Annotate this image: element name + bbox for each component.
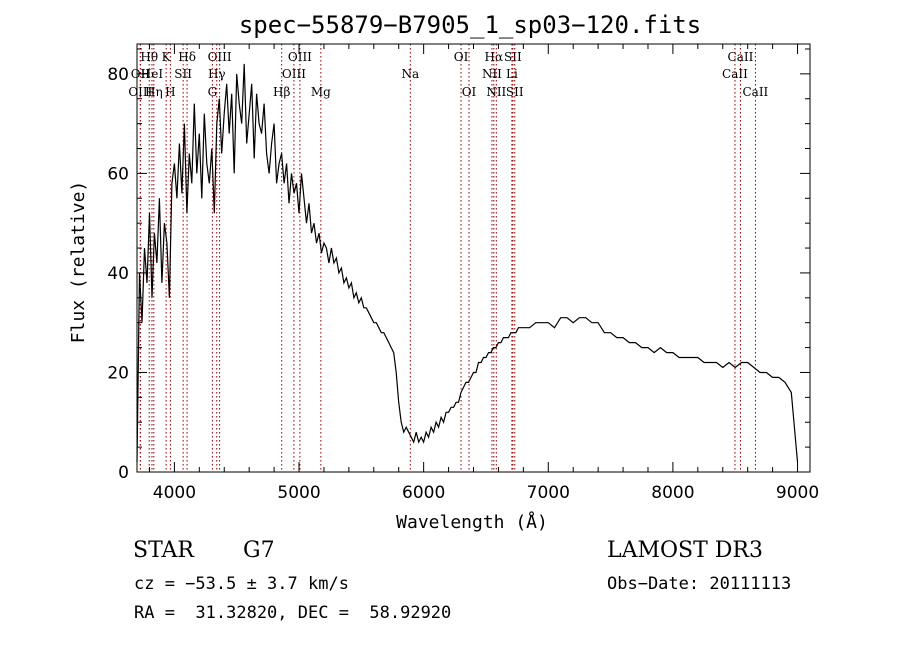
spectrum-line	[136, 63, 799, 463]
spectral-line-label: Hδ	[178, 50, 196, 64]
x-tick-label: 8000	[651, 483, 694, 503]
x-tick-label: 5000	[277, 483, 320, 503]
spectral-line-label: OIII	[288, 50, 312, 64]
y-tick-label: 20	[107, 363, 129, 383]
x-tick-label: 9000	[776, 483, 819, 503]
spectral-line-label: CaII	[722, 67, 748, 81]
y-tick-label: 60	[107, 164, 129, 184]
spectral-line-label: CaII	[742, 85, 768, 99]
spectral-line-label: SII	[504, 50, 522, 64]
coordinates: RA = 31.32820, DEC = 58.92920	[134, 603, 452, 623]
series-layer	[136, 63, 799, 463]
plot-frame	[136, 43, 811, 473]
spectral-lines-layer: HθOIIOIIIHeIHηKHSIIHδOIIIHγGHβOIIIOIIIMg…	[128, 44, 769, 472]
spectral-line-label: G	[208, 85, 218, 99]
spectral-line-label: SII	[174, 67, 192, 81]
spectral-line-label: Hα	[485, 50, 504, 64]
y-tick-label: 80	[107, 65, 129, 85]
spectral-line-label: SII	[506, 85, 524, 99]
spectral-line-label: NII	[482, 67, 502, 81]
spectral-line-label: OIII	[282, 67, 306, 81]
object-subclass: G7	[243, 538, 275, 563]
spectral-line-label: H	[165, 85, 175, 99]
y-axis-label: Flux (relative)	[68, 181, 89, 344]
spectral-line-label: OIII	[128, 85, 152, 99]
x-tick-label: 7000	[527, 483, 570, 503]
axes-layer: 4000 5000 6000 7000 8000 9000 0 20 40 60 80	[107, 43, 819, 503]
spectral-line-label: Li	[506, 67, 518, 81]
spectral-line-label: CaII	[728, 50, 754, 64]
spectral-line-label: Hβ	[273, 85, 290, 99]
spectral-line-label: Na	[401, 67, 419, 81]
spectral-line-label: Mg	[311, 85, 331, 99]
object-class: STAR	[133, 538, 194, 563]
y-tick-label: 0	[118, 463, 129, 483]
spectral-line-label: HeI	[141, 67, 164, 81]
spectral-line-label: Hη	[145, 85, 163, 99]
x-tick-label: 4000	[153, 483, 196, 503]
spectral-line-label: NII	[486, 85, 506, 99]
y-tick-label: 40	[107, 264, 129, 284]
survey-name: LAMOST DR3	[607, 538, 763, 563]
x-tick-label: 6000	[402, 483, 445, 503]
spectral-line-label: K	[162, 50, 172, 64]
redshift-velocity: cz = −53.5 ± 3.7 km/s	[134, 574, 349, 594]
spectral-line-label: Hθ	[140, 50, 158, 64]
spectral-line-label: Hγ	[208, 67, 226, 81]
spectral-line-label: OIII	[208, 50, 232, 64]
x-axis-label: Wavelength (Å)	[396, 511, 548, 533]
spectral-line-label: OI	[454, 50, 469, 64]
spectral-line-label: OI	[462, 85, 477, 99]
chart-title: spec−55879−B7905_1_sp03−120.fits	[239, 11, 701, 39]
observation-date: Obs−Date: 20111113	[607, 574, 792, 594]
